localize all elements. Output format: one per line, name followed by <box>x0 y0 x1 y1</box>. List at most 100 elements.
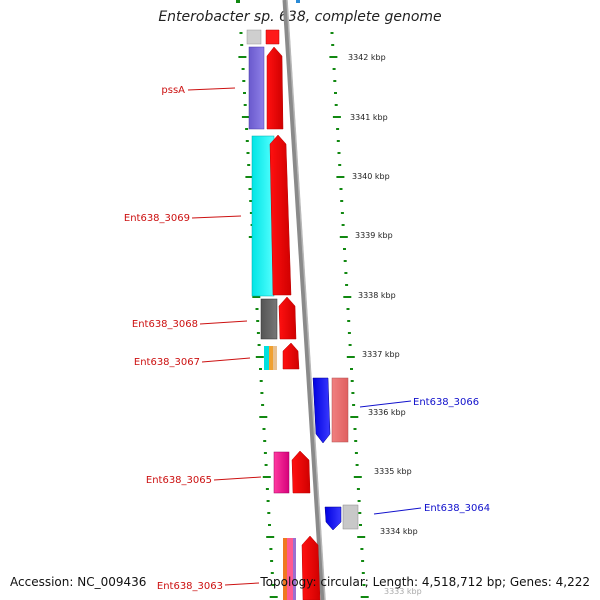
minor-tick <box>270 560 274 562</box>
gene-block-cyan-small <box>264 346 269 370</box>
kbp-label-partial: 3333 kbp <box>384 587 422 596</box>
forward-arrow-3069 <box>269 134 292 296</box>
major-tick <box>266 536 275 538</box>
minor-tick <box>270 572 274 574</box>
gene-label-3065[interactable]: Ent638_3065 <box>146 475 212 486</box>
major-tick <box>346 356 355 358</box>
minor-tick <box>345 284 349 286</box>
minor-tick <box>255 308 259 310</box>
minor-tick <box>268 524 271 526</box>
forward-arrow-3065 <box>291 450 311 494</box>
reverse-arrow-3066 <box>312 377 331 444</box>
minor-tick <box>348 344 352 346</box>
kbp-label: 3337 kbp <box>362 350 400 359</box>
minor-tick <box>257 344 261 346</box>
gene-block-pink <box>273 451 290 494</box>
forward-arrow-3063 <box>301 535 321 600</box>
minor-tick <box>361 572 365 574</box>
gene-fragment-top-blue <box>296 0 300 3</box>
minor-tick <box>354 452 358 454</box>
map-title: Enterobacter sp. 638, complete genome <box>158 9 442 25</box>
minor-tick <box>343 248 346 250</box>
gene-label-3068[interactable]: Ent638_3068 <box>132 319 198 330</box>
leader-line-3064 <box>373 507 422 515</box>
major-tick <box>353 476 362 478</box>
minor-tick <box>334 92 337 94</box>
minor-tick <box>336 140 340 142</box>
kbp-label: 3336 kbp <box>368 408 406 417</box>
minor-tick <box>330 32 334 34</box>
major-tick <box>357 536 366 538</box>
minor-tick <box>350 368 353 370</box>
minor-tick <box>333 80 337 82</box>
reverse-arrow-3064 <box>324 506 342 531</box>
minor-tick <box>243 104 247 106</box>
minor-tick <box>359 524 362 526</box>
kbp-label: 3340 kbp <box>352 172 390 181</box>
minor-tick <box>354 440 358 442</box>
forward-arrow-top-small <box>265 29 280 45</box>
major-tick <box>269 596 278 598</box>
minor-tick <box>357 500 361 502</box>
major-tick <box>252 296 261 298</box>
major-tick <box>255 356 264 358</box>
kbp-label: 3334 kbp <box>380 527 418 536</box>
gene-block-orange-bottom <box>283 538 287 600</box>
gene-label-3063[interactable]: Ent638_3063 <box>157 581 223 592</box>
minor-tick <box>243 92 246 94</box>
minor-tick <box>265 488 269 490</box>
minor-tick <box>246 152 250 154</box>
major-tick <box>332 116 341 118</box>
gene-block-salmon <box>331 377 349 443</box>
minor-tick <box>331 44 335 46</box>
outer-tick-scale <box>329 32 369 598</box>
forward-arrow-3068 <box>278 296 297 340</box>
major-tick <box>245 176 254 178</box>
major-tick <box>336 176 345 178</box>
minor-tick <box>347 320 351 322</box>
gene-label-3067[interactable]: Ent638_3067 <box>134 357 200 368</box>
minor-tick <box>267 512 271 514</box>
gene-label-3064[interactable]: Ent638_3064 <box>424 503 490 514</box>
major-tick <box>238 56 247 58</box>
gene-label-3066[interactable]: Ent638_3066 <box>413 397 479 408</box>
inner-tick-scale <box>238 32 278 598</box>
gene-block-violet-bottom <box>293 538 296 600</box>
leader-line-3067 <box>201 357 251 363</box>
gene-block-pink-bottom <box>287 538 293 600</box>
leader-line-3066 <box>359 400 412 408</box>
genome-summary-text: Topology: circular; Length: 4,518,712 bp… <box>260 575 590 589</box>
leader-line-3069 <box>191 215 242 219</box>
minor-tick <box>240 44 244 46</box>
major-tick <box>329 56 338 58</box>
gene-label-3069[interactable]: Ent638_3069 <box>124 213 190 224</box>
minor-tick <box>247 164 251 166</box>
gene-block-violet <box>248 46 265 130</box>
minor-tick <box>256 320 260 322</box>
minor-tick <box>269 548 273 550</box>
gene-block-darkgrey <box>260 298 278 340</box>
minor-tick <box>245 140 249 142</box>
minor-tick <box>341 224 345 226</box>
minor-tick <box>340 200 344 202</box>
gene-block-grey <box>246 29 262 45</box>
major-tick <box>339 236 348 238</box>
gene-label-pssA[interactable]: pssA <box>161 85 185 96</box>
minor-tick <box>241 68 245 70</box>
minor-tick <box>239 32 243 34</box>
minor-tick <box>351 392 355 394</box>
minor-tick <box>245 128 249 130</box>
major-tick <box>343 296 352 298</box>
accession-text: Accession: NC_009436 <box>10 575 147 589</box>
minor-tick <box>336 128 340 130</box>
minor-tick <box>339 188 343 190</box>
minor-tick <box>346 308 350 310</box>
genome-backbone <box>282 0 326 600</box>
minor-tick <box>355 464 359 466</box>
major-tick <box>241 116 250 118</box>
major-tick <box>350 416 359 418</box>
minor-tick <box>249 200 253 202</box>
genome-backbone-shade <box>286 0 326 600</box>
